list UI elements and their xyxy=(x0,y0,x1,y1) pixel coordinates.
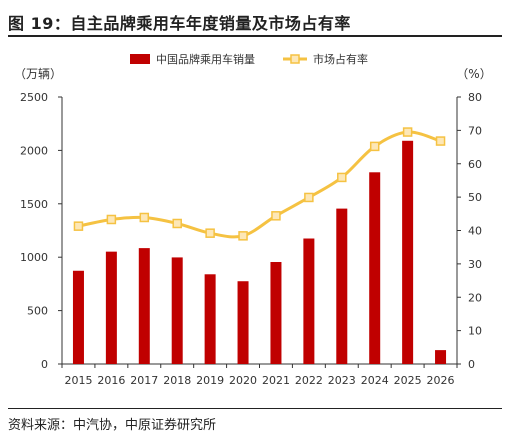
market-share-point xyxy=(172,218,182,229)
bar xyxy=(435,350,447,364)
legend-line-marker xyxy=(290,54,300,64)
bar xyxy=(105,251,117,364)
bar xyxy=(369,172,381,364)
y-right-tick-label: 50 xyxy=(468,191,482,204)
chart-title: 图 19：自主品牌乘用车年度销量及市场占有率 xyxy=(8,14,351,33)
bar xyxy=(270,262,282,364)
y-left-tick-label: 0 xyxy=(41,358,48,371)
x-tick-label: 2016 xyxy=(97,374,125,387)
market-share-point xyxy=(106,214,117,225)
x-tick-label: 2020 xyxy=(229,374,257,387)
source-rule xyxy=(8,408,502,409)
y-right-tick-label: 10 xyxy=(468,325,482,338)
y-left-tick-label: 2000 xyxy=(20,144,48,157)
title-rule xyxy=(8,35,502,37)
bar xyxy=(402,140,414,364)
y-right-unit-label: （%） xyxy=(456,67,491,81)
x-tick-label: 2018 xyxy=(163,374,191,387)
title-area: 图 19：自主品牌乘用车年度销量及市场占有率 xyxy=(8,4,502,33)
bar xyxy=(138,248,150,364)
x-tick-label: 2017 xyxy=(130,374,158,387)
y-right-tick-label: 70 xyxy=(468,124,482,137)
y-left-tick-label: 2500 xyxy=(20,91,48,104)
y-left-tick-label: 1500 xyxy=(20,198,48,211)
bar xyxy=(171,257,183,364)
legend-line-label: 市场占有率 xyxy=(313,52,368,66)
market-share-point xyxy=(205,228,215,238)
y-left-tick-label: 1000 xyxy=(20,251,48,264)
market-share-point xyxy=(337,172,347,183)
market-share-point xyxy=(238,231,248,241)
bar xyxy=(336,208,348,364)
market-share-point xyxy=(435,136,446,146)
market-share-point xyxy=(304,192,314,203)
market-share-line xyxy=(78,130,442,239)
market-share-point xyxy=(402,127,413,137)
x-tick-label: 2024 xyxy=(361,374,389,387)
x-tick-label: 2019 xyxy=(196,374,224,387)
y-right-tick-label: 0 xyxy=(468,358,475,371)
source-note: 资料来源：中汽协，中原证券研究所 xyxy=(8,418,217,433)
bar xyxy=(72,270,84,364)
bar xyxy=(204,274,216,364)
x-tick-label: 2022 xyxy=(295,374,323,387)
y-right-tick-label: 20 xyxy=(468,291,482,304)
legend-bar-label: 中国品牌乘用车销量 xyxy=(156,52,255,66)
legend-bar-swatch xyxy=(130,54,150,64)
market-share-point xyxy=(139,212,150,223)
y-right-tick-label: 30 xyxy=(468,258,482,271)
x-tick-label: 2025 xyxy=(394,374,422,387)
y-right-tick-label: 60 xyxy=(468,158,482,171)
y-right-tick-label: 40 xyxy=(468,225,482,238)
y-left-unit-label: （万辆） xyxy=(14,67,62,81)
x-tick-label: 2021 xyxy=(262,374,290,387)
bar xyxy=(303,238,315,364)
market-share-point xyxy=(369,141,380,152)
x-tick-label: 2023 xyxy=(328,374,356,387)
y-left-tick-label: 500 xyxy=(27,305,48,318)
chart: 0 500 1000 1500 2000 2500 0 10 20 30 40 50 60 70 80 201… xyxy=(14,52,492,387)
x-tick-label: 2026 xyxy=(427,374,455,387)
market-share-point xyxy=(73,221,84,231)
market-share-point xyxy=(271,211,281,221)
y-right-tick-label: 80 xyxy=(468,91,482,104)
x-tick-label: 2015 xyxy=(64,374,92,387)
bar xyxy=(237,281,249,364)
